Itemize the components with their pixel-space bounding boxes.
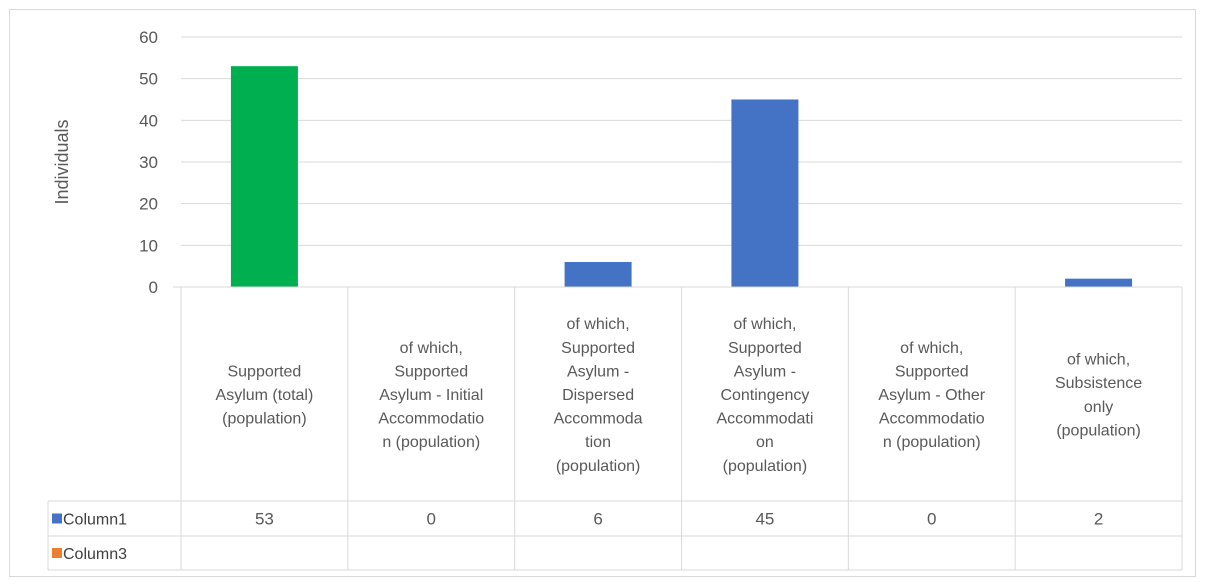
y-axis-title: Individuals (52, 119, 72, 204)
y-tick-label: 40 (139, 111, 158, 130)
y-tick-label: 0 (149, 278, 158, 297)
category-label: of which, Subsistence only (population) (1055, 352, 1142, 440)
table-cell: 45 (755, 510, 774, 529)
category-label: of which, Supported Asylum -Dispersed Accom… (554, 316, 643, 475)
table-cell: 2 (1094, 510, 1103, 529)
bar (230, 66, 298, 288)
y-tick-label: 10 (139, 236, 158, 255)
y-axis-ticks: 0 10 20 30 40 50 60 (139, 28, 158, 297)
category-label: of which, Supported Asylum - Initial Accomm… (378, 340, 484, 451)
category-label: Supported Asylum (total) (population) (216, 363, 314, 427)
legend-key (52, 513, 62, 524)
y-tick-label: 30 (139, 153, 158, 172)
bar (1065, 278, 1133, 287)
y-tick-label: 20 (139, 195, 158, 214)
legend-label: Column1 (63, 512, 127, 529)
bars (230, 66, 1133, 288)
chart-border (9, 9, 1196, 577)
legend-label: Column3 (63, 546, 127, 563)
table-cell: 0 (427, 510, 436, 529)
table-cell: 6 (593, 510, 602, 529)
bar (564, 262, 632, 287)
category-label: of which, Supported Asylum -Contingency Acc… (716, 316, 813, 475)
legend-key (52, 548, 62, 558)
table-cell: 0 (927, 510, 936, 529)
y-tick-label: 60 (139, 28, 158, 47)
gridlines (181, 36, 1182, 246)
data-table: Supported Asylum (total) (population) of wh… (47, 286, 1183, 571)
table-cell: 53 (255, 510, 274, 529)
y-tick-label: 50 (139, 70, 158, 89)
category-label: of which, Supported Asylum - Other Accommod… (878, 340, 985, 451)
bar (731, 99, 799, 287)
